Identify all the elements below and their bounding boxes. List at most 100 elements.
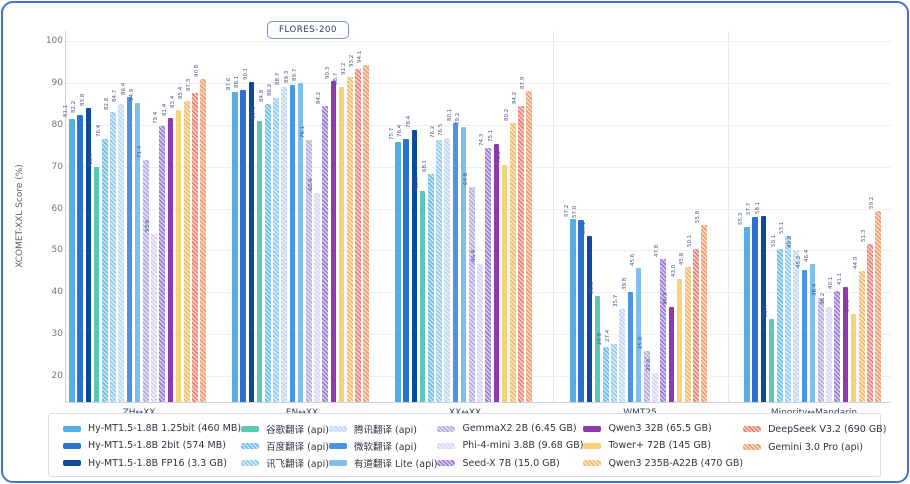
bar: 86.4	[121, 83, 133, 402]
bar: 50.1	[687, 235, 699, 402]
legend-swatch-icon	[437, 460, 456, 467]
bar: 82.8	[104, 98, 116, 402]
legend-swatch-icon	[437, 442, 456, 449]
bar-value-label: 69.7	[87, 152, 94, 165]
bar: 85.4	[178, 87, 190, 402]
legend-item: Gemini 3.0 Pro (api)	[743, 438, 886, 456]
bar-value-label: 84.2	[316, 91, 323, 105]
legend-swatch-icon	[329, 442, 347, 449]
legend-label: 谷歌翻译 (api)	[266, 424, 329, 436]
bar: 93.2	[349, 54, 361, 402]
bar: 68.1	[422, 159, 434, 402]
bar-value-label: 76.1	[299, 125, 306, 139]
legend-item: Tower+ 72B (145 GB)	[583, 437, 743, 454]
bar-value-label: 79.4	[153, 112, 160, 125]
bar-value-label: 71.4	[136, 145, 143, 158]
bar-value-label: 44.9	[852, 256, 859, 269]
legend-label: Hy-MT1.5-1.8B 1.25bit (460 MB)	[88, 423, 242, 435]
bar-value-label: 74.3	[479, 133, 486, 146]
bar: 81.1	[63, 105, 75, 402]
legend-swatch-icon	[743, 444, 762, 450]
bar-value-label: 55.8	[695, 210, 702, 224]
bar-value-label: 51.3	[861, 229, 868, 242]
bar: 36.2	[820, 293, 832, 402]
bar-value-label: 84.8	[259, 89, 266, 102]
bar-value-label: 87.3	[186, 78, 193, 92]
bar: 90.8	[194, 64, 206, 402]
bar: 34.5	[845, 300, 857, 402]
gridline	[66, 41, 891, 42]
legend-column: 谷歌翻译 (api) 百度翻译 (api) 讯飞翻译 (api)	[241, 420, 329, 472]
bar-value-label: 94.1	[357, 50, 364, 63]
legend-label: 百度翻译 (api)	[266, 441, 329, 453]
legend-swatch-icon	[743, 426, 762, 432]
bar: 74.3	[479, 133, 491, 402]
bar-value-label: 90.1	[242, 67, 249, 80]
bar-value-label: 53.1	[580, 222, 587, 235]
legend-column: 腾讯翻译 (api) 微软翻译 (api) 有道翻译 Lite (api)	[329, 420, 437, 472]
bar-value-label: 57.2	[564, 204, 571, 218]
bar: 79.4	[153, 112, 165, 402]
legend-item: Phi-4-mini 3.8B (9.68 GB)	[437, 437, 583, 454]
bar: 88.7	[275, 73, 288, 402]
bar: 44.9	[853, 256, 865, 402]
y-tick-label: 90	[51, 77, 63, 88]
bar: 51.3	[861, 230, 873, 402]
legend-item: DeepSeek V3.2 (690 GB)	[743, 420, 886, 438]
bar-value-label: 38.4	[811, 283, 818, 296]
bar: 39.8	[622, 278, 634, 402]
bar-group-2: 87.6 88.1 90.1 80.6 84.8 86.2 88.7 89.3 89.7 76.1…	[226, 31, 369, 402]
legend-label: Tower+ 72B (145 GB)	[608, 440, 712, 452]
bar: 69.7	[88, 153, 100, 402]
bar: 59.2	[869, 197, 881, 402]
bar-value-label: 88.7	[332, 73, 339, 86]
bar: 84.7	[112, 90, 125, 402]
bar: 49.8	[787, 236, 800, 402]
plot-area: XCOMET-XXL Score (%) FLORES-200 100 90 80 7…	[15, 21, 891, 418]
legend-item: 微软翻译 (api)	[329, 437, 437, 454]
bar: 64.8	[463, 173, 475, 402]
bar: 57.0	[572, 206, 585, 402]
bar: 20.6	[646, 358, 658, 402]
bar: 76.1	[300, 126, 312, 402]
legend-swatch-icon	[63, 442, 81, 449]
legend-item: Hy-MT1.5-1.8B 1.25bit (460 MB)	[63, 420, 241, 437]
legend-column: DeepSeek V3.2 (690 GB) Gemini 3.0 Pro (ap…	[743, 420, 886, 472]
bar: 25.8	[638, 336, 650, 402]
bar: 26.8	[597, 332, 609, 402]
bar-value-label: 90.8	[194, 64, 201, 77]
bar-value-label: 39.8	[621, 277, 628, 291]
legend-swatch-icon	[241, 425, 260, 432]
legend-swatch-icon	[63, 460, 81, 467]
bar: 50.1	[771, 235, 783, 402]
bar-value-label: 79.2	[454, 112, 461, 126]
bar: 71.4	[137, 146, 149, 402]
bar-value-label: 41.1	[836, 272, 843, 285]
y-tick-label: 20	[51, 371, 63, 381]
bar: 53.6	[145, 220, 157, 402]
bar: 83.4	[170, 95, 182, 402]
legend-swatch-icon	[63, 425, 81, 432]
bar-value-label: 36.2	[820, 292, 827, 306]
bar: 63.4	[308, 179, 320, 402]
bar-value-label: 75.1	[487, 130, 494, 143]
bar-group-1: 81.1 82.2 83.8 69.7 76.4 82.8 84.7 86.4 84.9 71.4…	[63, 31, 206, 402]
bar: 76.2	[430, 125, 442, 402]
legend-label: Qwen3 235B-A22B (470 GB)	[608, 457, 744, 469]
bar: 45.6	[630, 254, 642, 402]
legend-swatch-icon	[329, 425, 347, 432]
bar: 57.7	[746, 203, 759, 402]
bar-value-label: 40.1	[828, 276, 835, 289]
bar: 87.9	[520, 76, 532, 402]
bar: 89.7	[292, 69, 304, 402]
bar-value-label: 83.8	[79, 93, 86, 106]
bar: 83.8	[80, 94, 92, 402]
bar-value-label: 76.4	[397, 124, 404, 137]
bar: 45.2	[796, 255, 808, 402]
bar-value-label: 45.8	[678, 252, 685, 265]
bar-value-label: 84.9	[128, 88, 135, 102]
bar: 84.9	[129, 89, 141, 402]
bar-value-label: 76.2	[430, 125, 437, 138]
bar-value-label: 93.2	[349, 54, 356, 67]
